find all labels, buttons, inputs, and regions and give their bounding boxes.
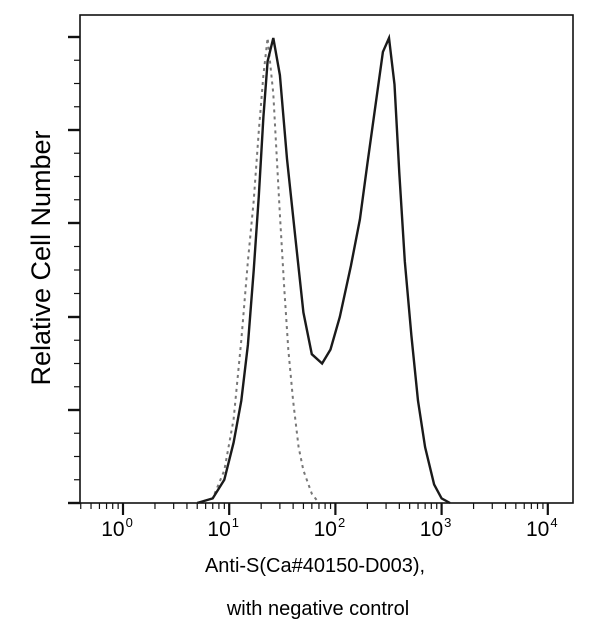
x-tick-label: 104 <box>526 515 558 541</box>
x-axis-ticks <box>80 503 549 515</box>
x-tick-label: 100 <box>101 515 133 541</box>
negative-control-curve <box>196 37 320 504</box>
y-axis-label: Relative Cell Number <box>26 130 56 385</box>
y-axis-ticks <box>68 35 80 505</box>
x-tick-label: 102 <box>314 515 346 541</box>
x-tick-label: 103 <box>420 515 452 541</box>
x-axis-label-line2: with negative control <box>226 598 409 620</box>
plot-frame <box>79 14 574 504</box>
x-axis-label: Anti-S(Ca#40150-D003), <box>205 555 425 577</box>
sample-curve <box>196 33 451 505</box>
x-axis-tick-labels: 100 101 102 103 104 <box>101 515 557 541</box>
x-tick-label: 101 <box>207 515 239 541</box>
